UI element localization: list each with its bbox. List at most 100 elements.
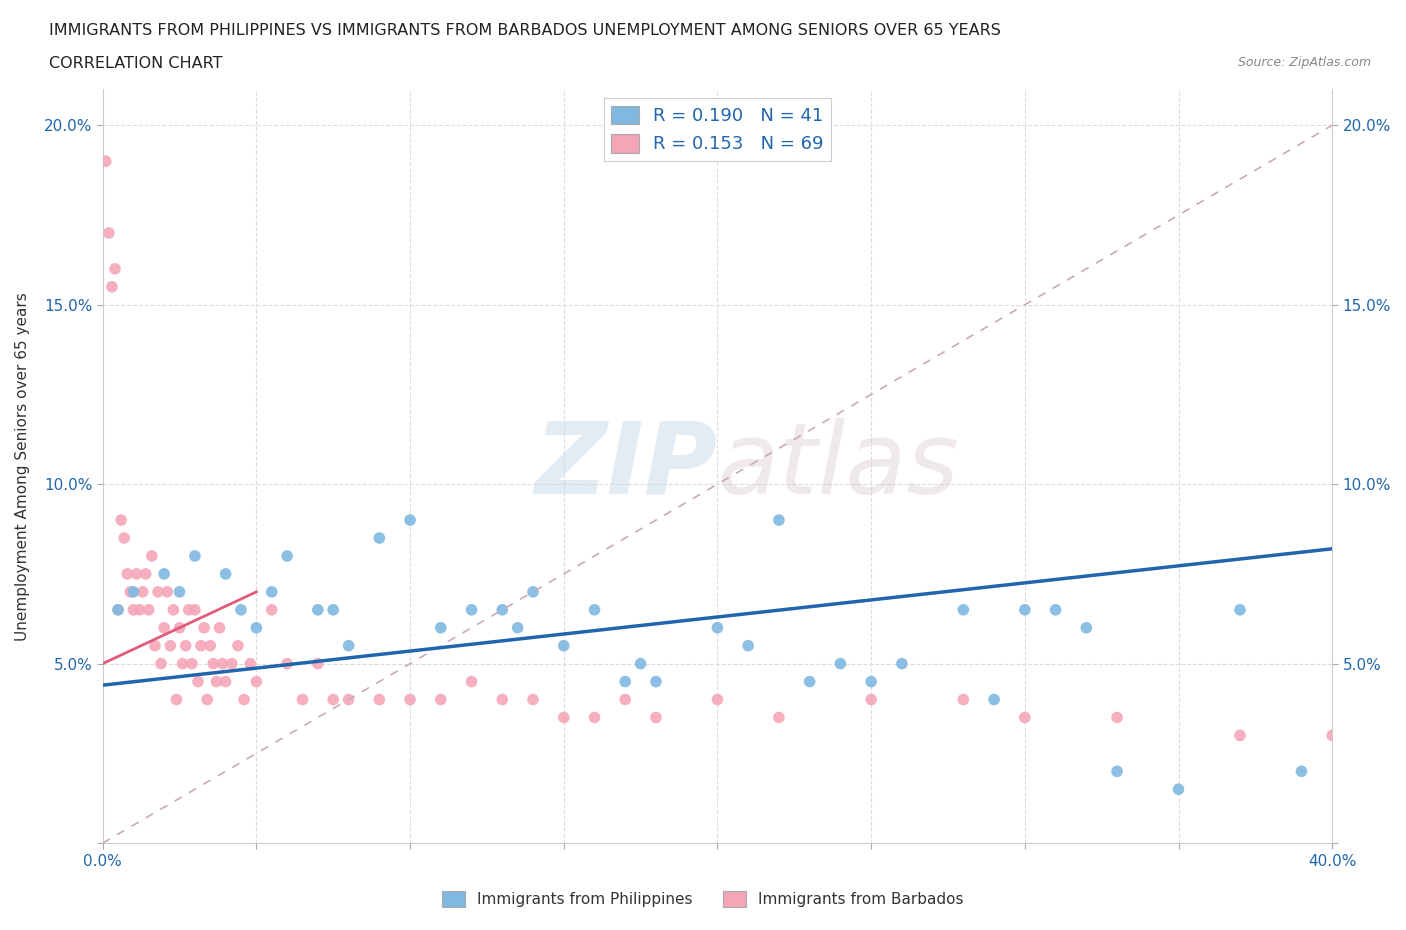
Point <box>184 549 207 564</box>
Point <box>202 657 225 671</box>
Point <box>399 512 422 527</box>
Point <box>138 603 160 618</box>
Point <box>143 638 166 653</box>
Point <box>117 566 139 581</box>
Point <box>460 603 482 618</box>
Point <box>107 603 129 618</box>
Point <box>214 674 236 689</box>
Point <box>583 710 606 724</box>
Point <box>368 531 391 546</box>
Point <box>1229 728 1251 743</box>
Point <box>245 674 267 689</box>
Text: ZIP: ZIP <box>534 418 717 514</box>
Point <box>122 603 145 618</box>
Point <box>122 584 145 599</box>
Point <box>830 657 852 671</box>
Point <box>307 603 329 618</box>
Text: Source: ZipAtlas.com: Source: ZipAtlas.com <box>1237 56 1371 69</box>
Point <box>460 674 482 689</box>
Legend: R = 0.190   N = 41, R = 0.153   N = 69: R = 0.190 N = 41, R = 0.153 N = 69 <box>605 99 831 161</box>
Point <box>1014 603 1036 618</box>
Point <box>706 692 728 707</box>
Point <box>1167 782 1189 797</box>
Point <box>97 225 120 240</box>
Point <box>128 603 150 618</box>
Point <box>221 657 243 671</box>
Point <box>276 549 298 564</box>
Point <box>174 638 197 653</box>
Point <box>195 692 218 707</box>
Point <box>553 638 575 653</box>
Point <box>491 692 513 707</box>
Point <box>169 620 191 635</box>
Point <box>1105 710 1128 724</box>
Point <box>860 674 883 689</box>
Point <box>614 674 637 689</box>
Point <box>1229 603 1251 618</box>
Point <box>506 620 529 635</box>
Point <box>337 638 360 653</box>
Point <box>226 638 249 653</box>
Point <box>260 603 283 618</box>
Point <box>184 603 207 618</box>
Point <box>162 603 184 618</box>
Text: atlas: atlas <box>717 418 959 514</box>
Point <box>1291 764 1313 778</box>
Point <box>322 603 344 618</box>
Point <box>153 566 176 581</box>
Point <box>368 692 391 707</box>
Point <box>737 638 759 653</box>
Point <box>1105 764 1128 778</box>
Point <box>706 620 728 635</box>
Point <box>208 620 231 635</box>
Point <box>322 692 344 707</box>
Point <box>337 692 360 707</box>
Point <box>190 638 212 653</box>
Point <box>553 710 575 724</box>
Point <box>110 512 132 527</box>
Point <box>291 692 314 707</box>
Point <box>125 566 148 581</box>
Point <box>193 620 215 635</box>
Point <box>399 692 422 707</box>
Point <box>491 603 513 618</box>
Point <box>952 692 974 707</box>
Point <box>630 657 652 671</box>
Point <box>307 657 329 671</box>
Legend: Immigrants from Philippines, Immigrants from Barbados: Immigrants from Philippines, Immigrants … <box>436 884 970 913</box>
Point <box>112 531 135 546</box>
Point <box>107 603 129 618</box>
Point <box>860 692 883 707</box>
Point <box>135 566 157 581</box>
Point <box>645 710 668 724</box>
Point <box>583 603 606 618</box>
Point <box>952 603 974 618</box>
Point <box>150 657 173 671</box>
Text: IMMIGRANTS FROM PHILIPPINES VS IMMIGRANTS FROM BARBADOS UNEMPLOYMENT AMONG SENIO: IMMIGRANTS FROM PHILIPPINES VS IMMIGRANT… <box>49 23 1001 38</box>
Point <box>94 153 117 168</box>
Point <box>645 674 668 689</box>
Point <box>1322 728 1344 743</box>
Point <box>890 657 912 671</box>
Y-axis label: Unemployment Among Seniors over 65 years: Unemployment Among Seniors over 65 years <box>15 292 30 641</box>
Point <box>172 657 194 671</box>
Point <box>205 674 228 689</box>
Point <box>187 674 209 689</box>
Point <box>177 603 200 618</box>
Point <box>153 620 176 635</box>
Point <box>156 584 179 599</box>
Point <box>233 692 256 707</box>
Point <box>214 566 236 581</box>
Point <box>239 657 262 671</box>
Point <box>229 603 252 618</box>
Point <box>768 512 790 527</box>
Point <box>1076 620 1098 635</box>
Point <box>799 674 821 689</box>
Point <box>200 638 222 653</box>
Point <box>430 692 453 707</box>
Text: CORRELATION CHART: CORRELATION CHART <box>49 56 222 71</box>
Point <box>141 549 163 564</box>
Point <box>211 657 233 671</box>
Point <box>260 584 283 599</box>
Point <box>768 710 790 724</box>
